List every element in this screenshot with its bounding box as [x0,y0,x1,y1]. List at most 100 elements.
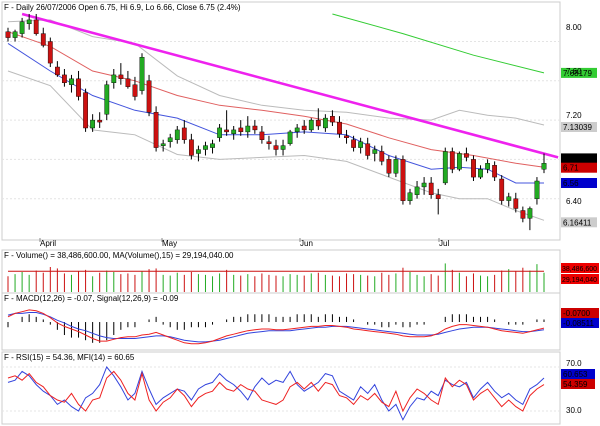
y-tick-label-6-80: 6.80 [566,155,582,164]
rsi-tick-label-30: 30.0 [566,406,582,415]
candle-body [55,66,60,76]
candle-body [414,186,420,195]
candle-body [266,141,272,144]
candle-body [62,74,67,84]
candle-body [407,192,413,201]
volume-value-tag [561,274,599,284]
rsi-panel-frame [1,351,561,425]
price-value-tag-label: 6.75 [563,154,579,163]
candle-body [301,125,307,131]
y-tick-label-7-60: 7.60 [566,67,582,76]
candle-body [365,143,371,156]
candle-body [308,119,314,131]
candle-body [90,119,96,129]
rsi-header: F - RSI(15) = 54.36, MFI(14) = 60.65 [4,353,135,362]
price-value-tag [561,153,597,164]
rsi-value-tag-label: 54.359 [563,380,588,389]
candle-body [160,143,166,146]
candle-body [323,117,328,129]
candle-body [351,139,356,148]
candle-body [181,127,187,140]
candle-body [83,92,89,129]
rsi-line [7,370,545,413]
price-value-tag [561,162,597,173]
x-tick-label-may: May [162,239,177,248]
candle-body [33,19,39,34]
macd-value-tag-label: -0.0700 [563,309,591,318]
rsi-value-tag-label: 60.653 [563,370,588,379]
candle-body [520,210,526,219]
candle-body [527,208,533,219]
candle-body [252,125,258,131]
volume-panel: 38,486,600 29,194,040 [7,263,599,292]
price-line-trendline [21,12,559,159]
y-tick-label-8-00: 8.00 [566,23,582,32]
candle-body [132,84,138,97]
price-value-tag-label: 7.68179 [563,69,592,78]
volume-header: F - Volume() = 38,486,600.00, MA(Volume(… [4,251,234,260]
price-header: F - Daily 26/07/2006 Open 6.75, Hi 6.9, … [4,3,241,12]
candle-body [499,178,505,201]
candle-body [139,57,145,91]
candle-body [294,127,300,133]
volume-value-tag-label: 38,486,600 [562,266,597,273]
candle-body [97,119,103,123]
mfi-line [7,366,545,421]
price-line-bollinger-lower [7,70,545,221]
volume-value-tag-label: 29,194,040 [562,277,597,284]
macd-line [7,309,545,345]
x-tick-label-jul: Jul [439,239,449,248]
candle-body [203,145,208,150]
candle-body [457,153,462,170]
candle-body [153,111,159,148]
candle-body [541,163,547,170]
candle-body [449,151,455,170]
candle-body [379,151,385,162]
price-value-tag [561,217,597,228]
macd-value-tag [561,308,599,318]
candle-body [421,182,427,188]
macd-panel-frame [1,292,561,351]
candle-body [400,159,406,201]
candle-body [513,198,519,209]
candle-body [442,151,448,184]
candle-body [372,149,378,154]
candle-body [111,74,117,84]
candle-body [76,78,81,97]
x-tick-label-jun: Jun [300,239,313,248]
candle-body [47,41,53,64]
macd-panel: -0.0700-0.08511 [7,308,599,345]
price-value-tag-label: 7.13039 [563,123,592,132]
candle-body [471,159,476,178]
y-tick-label-6-40: 6.40 [566,197,582,206]
candle-body [224,129,229,133]
candle-body [188,139,194,156]
candle-body [393,159,399,174]
candle-body [358,141,363,148]
price-value-tag-label: 6.16411 [563,218,592,227]
candle-body [174,129,180,140]
candle-body [287,131,293,144]
price-line-bollinger-upper [7,19,545,126]
candle-body [210,143,215,148]
macd-signal-line [7,312,545,343]
candle-body [315,119,321,127]
rsi-value-tag [561,379,595,389]
candle-body [118,74,124,80]
candle-body [146,80,152,113]
candle-body [506,196,512,201]
candle-body [428,182,434,196]
candle-body [40,33,46,46]
y-tick-label-7-20: 7.20 [566,111,582,120]
rsi-value-tag [561,369,595,379]
candle-body [69,78,74,85]
candle-body [435,194,441,199]
candle-body [273,145,279,150]
candle-body [125,78,131,87]
candle-body [5,31,11,38]
candle-body [386,159,392,174]
candle-body [485,163,490,170]
